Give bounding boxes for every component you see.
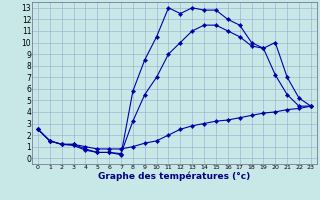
X-axis label: Graphe des températures (°c): Graphe des températures (°c)	[98, 171, 251, 181]
